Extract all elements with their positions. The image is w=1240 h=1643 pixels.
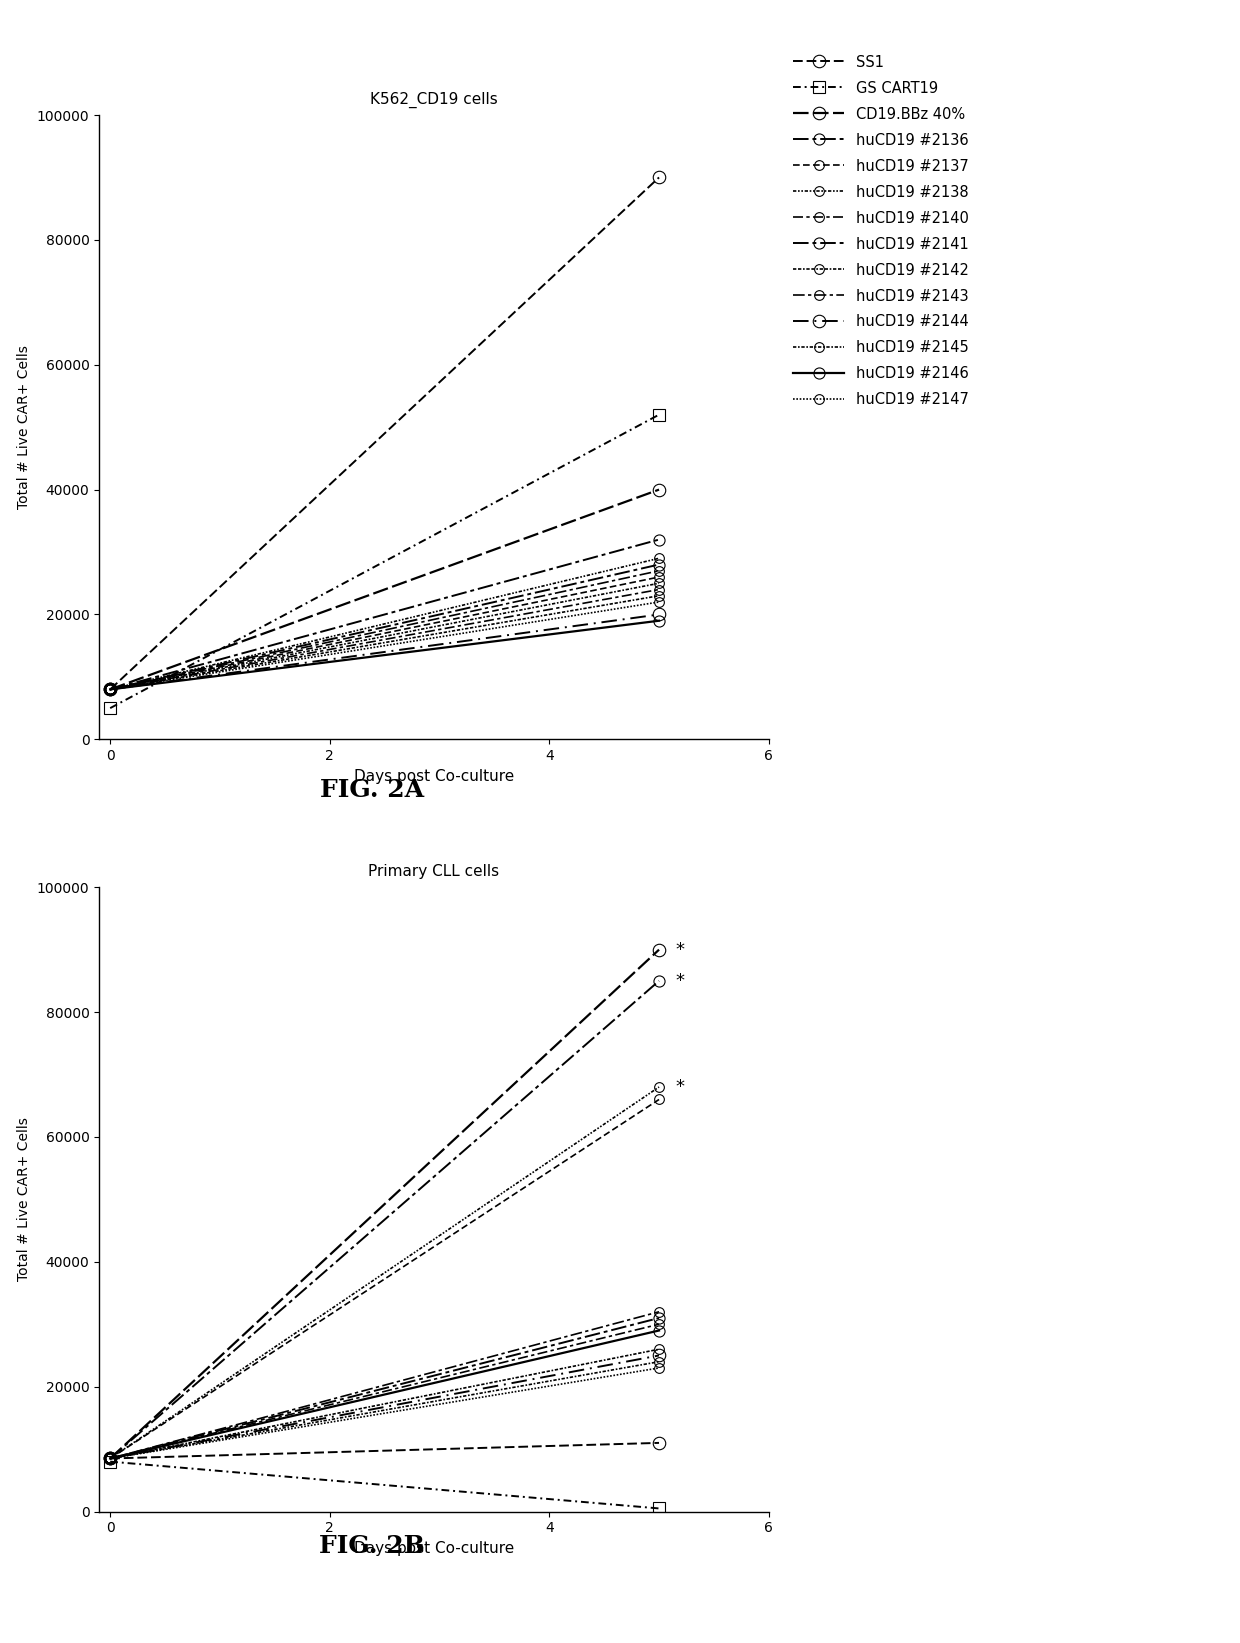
X-axis label: Days post Co-culture: Days post Co-culture xyxy=(353,1541,515,1556)
Text: *: * xyxy=(676,1078,684,1096)
Title: K562_CD19 cells: K562_CD19 cells xyxy=(370,92,498,108)
Text: *: * xyxy=(676,973,684,989)
Text: FIG. 2B: FIG. 2B xyxy=(319,1533,425,1558)
Y-axis label: Total # Live CAR+ Cells: Total # Live CAR+ Cells xyxy=(17,345,31,509)
Title: Primary CLL cells: Primary CLL cells xyxy=(368,864,500,879)
Y-axis label: Total # Live CAR+ Cells: Total # Live CAR+ Cells xyxy=(17,1117,31,1282)
Legend: SS1, GS CART19, CD19.BBz 40%, huCD19 #2136, huCD19 #2137, huCD19 #2138, huCD19 #: SS1, GS CART19, CD19.BBz 40%, huCD19 #21… xyxy=(787,49,975,412)
X-axis label: Days post Co-culture: Days post Co-culture xyxy=(353,769,515,784)
Text: *: * xyxy=(676,941,684,958)
Text: FIG. 2A: FIG. 2A xyxy=(320,777,424,802)
